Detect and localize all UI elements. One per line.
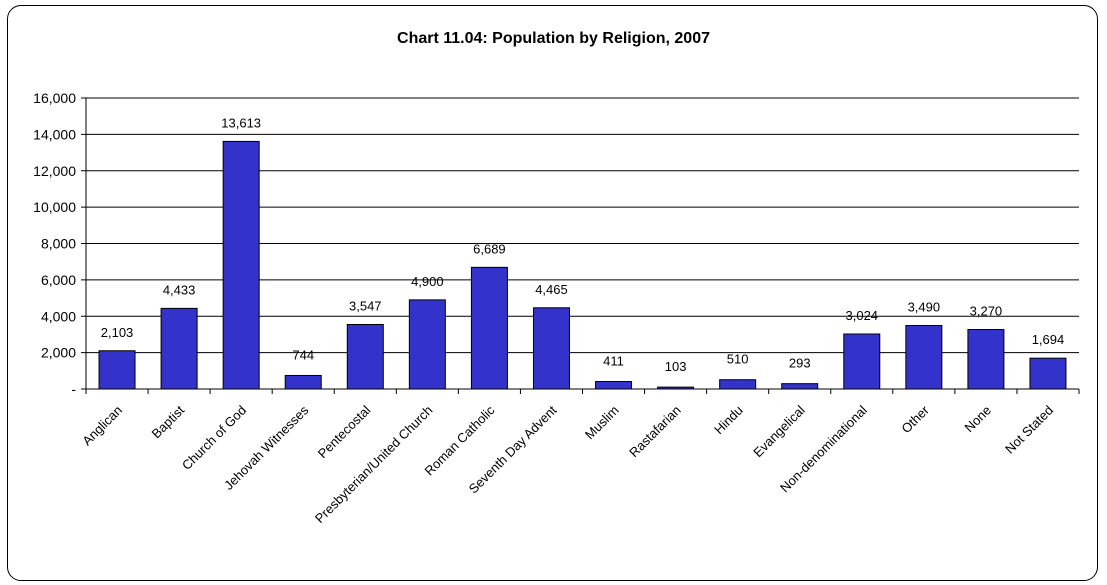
data-label: 1,694: [1032, 332, 1065, 347]
data-label: 744: [292, 347, 314, 362]
data-label: 293: [789, 356, 811, 371]
y-tick-label: 4,000: [41, 308, 76, 324]
y-tick-label: -: [71, 381, 76, 397]
bar: [470, 266, 508, 390]
bar: [905, 325, 943, 390]
data-label: 3,270: [970, 304, 1003, 319]
y-tick-label: 2,000: [41, 345, 76, 361]
category-label: Evangelical: [750, 402, 808, 460]
data-label: 3,024: [846, 308, 879, 323]
data-label: 3,547: [349, 298, 382, 313]
axes: [85, 98, 1080, 394]
category-label: Baptist: [149, 402, 188, 441]
bar: [346, 323, 384, 390]
category-label: Rastafarian: [626, 403, 684, 461]
bar: [532, 307, 570, 390]
y-tick-label: 10,000: [33, 199, 76, 215]
bar: [408, 299, 446, 390]
y-tick-label: 12,000: [33, 163, 76, 179]
y-tick-label: 8,000: [41, 236, 76, 252]
data-label: 2,103: [101, 325, 134, 340]
data-label: 103: [665, 359, 687, 374]
category-label: Other: [898, 402, 932, 436]
bar: [1029, 357, 1067, 390]
data-label: 13,613: [221, 115, 261, 130]
bar: [843, 333, 881, 390]
bar: [98, 350, 136, 390]
bars: [98, 140, 1067, 390]
category-label: Church of God: [179, 403, 249, 473]
data-label: 3,490: [908, 300, 941, 315]
category-label: Not Stated: [1002, 403, 1056, 457]
data-label: 6,689: [473, 241, 506, 256]
category-label: Presbyterian/United Church: [312, 403, 436, 527]
bar: [160, 307, 198, 390]
y-tick-label: 14,000: [33, 126, 76, 142]
category-label: Anglican: [79, 403, 125, 449]
category-label: Pentecostal: [315, 402, 374, 461]
bar: [719, 379, 757, 390]
chart-frame: [7, 5, 1098, 581]
chart-title: Chart 11.04: Population by Religion, 200…: [397, 30, 710, 47]
bar: [222, 140, 260, 390]
bar: [967, 329, 1005, 390]
data-label: 510: [727, 352, 749, 367]
y-axis-ticks: - 2,000 4,000 6,000 8,000 10,000 12,000 14,000 1…: [33, 90, 86, 397]
category-label: None: [961, 403, 994, 436]
data-label: 4,465: [535, 282, 568, 297]
category-label: Hindu: [711, 403, 746, 438]
category-label: Muslim: [582, 403, 622, 443]
data-label: 4,900: [411, 274, 444, 289]
bar: [595, 381, 633, 390]
data-labels: 2,103 4,433 13,613 744 3,547 4,900 6,689 4,465 4…: [101, 115, 1064, 374]
data-label: 4,433: [163, 282, 196, 297]
data-label: 411: [603, 354, 624, 369]
y-tick-label: 16,000: [33, 90, 76, 106]
bar: [284, 374, 322, 390]
bar: [781, 383, 819, 390]
y-tick-label: 6,000: [41, 272, 76, 288]
